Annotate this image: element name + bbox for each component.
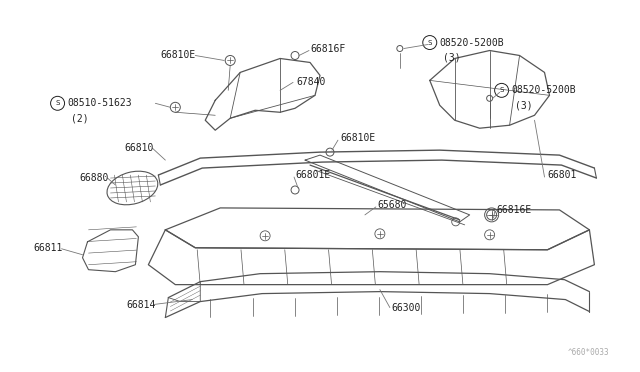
Text: 66810E: 66810E [160,51,195,61]
Text: 66810E: 66810E [340,133,375,143]
Text: 66816F: 66816F [310,44,345,54]
Text: 66801: 66801 [547,170,577,180]
Text: S: S [499,87,504,93]
Text: 65680: 65680 [378,200,407,210]
Text: 66801E: 66801E [295,170,330,180]
Text: 08520-5200B: 08520-5200B [440,38,504,48]
Text: 66300: 66300 [392,302,421,312]
Text: ^660*0033: ^660*0033 [568,348,609,357]
Text: 67840: 67840 [296,77,325,87]
Text: 66810: 66810 [124,143,154,153]
Text: (2): (2) [70,113,88,123]
Text: S: S [428,39,432,45]
Text: (3): (3) [443,52,460,62]
Text: 66880: 66880 [79,173,108,183]
Text: 08520-5200B: 08520-5200B [511,85,576,95]
Text: (3): (3) [515,100,532,110]
Text: 66814: 66814 [126,299,156,310]
Text: 66811: 66811 [33,243,63,253]
Text: 66816E: 66816E [497,205,532,215]
Text: 08510-51623: 08510-51623 [68,98,132,108]
Text: S: S [56,100,60,106]
